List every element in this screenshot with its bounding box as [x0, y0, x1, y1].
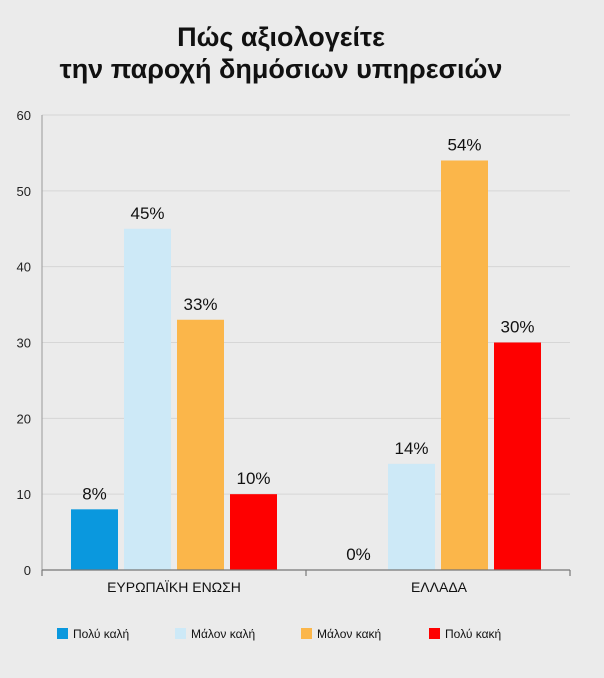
y-tick-label: 40 [17, 260, 31, 275]
data-label: 8% [82, 484, 107, 503]
y-tick-label: 10 [17, 487, 31, 502]
data-label: 54% [447, 136, 481, 155]
legend-label: Πολύ κακή [445, 627, 501, 641]
bar [124, 228, 171, 570]
legend-item: Πολύ κακή [429, 627, 501, 641]
gridlines [42, 114, 570, 495]
bar [388, 463, 435, 570]
legend-swatch [429, 628, 440, 639]
bar [71, 509, 118, 570]
legend-label: Μάλον κακή [317, 627, 381, 641]
y-tick-label: 20 [17, 411, 31, 426]
legend-label: Πολύ καλή [73, 627, 129, 641]
legend-swatch [57, 628, 68, 639]
chart-title: Πώς αξιολογείτε την παροχή δημόσιων υπηρ… [60, 22, 503, 84]
category-label: ΕΥΡΩΠΑΪΚΗ ΕΝΩΣΗ [107, 579, 241, 595]
data-label: 10% [236, 469, 270, 488]
legend-item: Μάλον κακή [301, 627, 381, 641]
legend-label: Μάλον καλή [191, 627, 255, 641]
legend-swatch [301, 628, 312, 639]
data-label: 14% [394, 439, 428, 458]
y-tick-label: 30 [17, 336, 31, 351]
data-label: 30% [500, 318, 534, 337]
legend-item: Μάλον καλή [175, 627, 255, 641]
y-tick-label: 0 [24, 563, 31, 578]
legend: Πολύ καλή Μάλον καλή Μάλον κακή Πολύ κακή [57, 627, 501, 641]
legend-item: Πολύ καλή [57, 627, 129, 641]
legend-swatch [175, 628, 186, 639]
chart-title-line-2: την παροχή δημόσιων υπηρεσιών [60, 54, 503, 84]
y-tick-label: 60 [17, 108, 31, 123]
y-axis: 0 10 20 30 40 50 60 [17, 108, 43, 578]
data-label: 33% [183, 295, 217, 314]
data-label: 45% [130, 204, 164, 223]
data-labels: 8% 45% 33% 10% 0% 14% 54% 30% [82, 136, 534, 565]
y-tick-label: 50 [17, 184, 31, 199]
x-axis: ΕΥΡΩΠΑΪΚΗ ΕΝΩΣΗ ΕΛΛΑΔΑ [41, 569, 571, 595]
bar [494, 342, 541, 570]
category-label: ΕΛΛΑΔΑ [411, 579, 468, 595]
bar [177, 319, 224, 570]
data-label: 0% [346, 545, 371, 564]
bars [71, 160, 541, 570]
chart-title-line-1: Πώς αξιολογείτε [177, 22, 385, 52]
bar [441, 160, 488, 570]
bar [230, 494, 277, 570]
